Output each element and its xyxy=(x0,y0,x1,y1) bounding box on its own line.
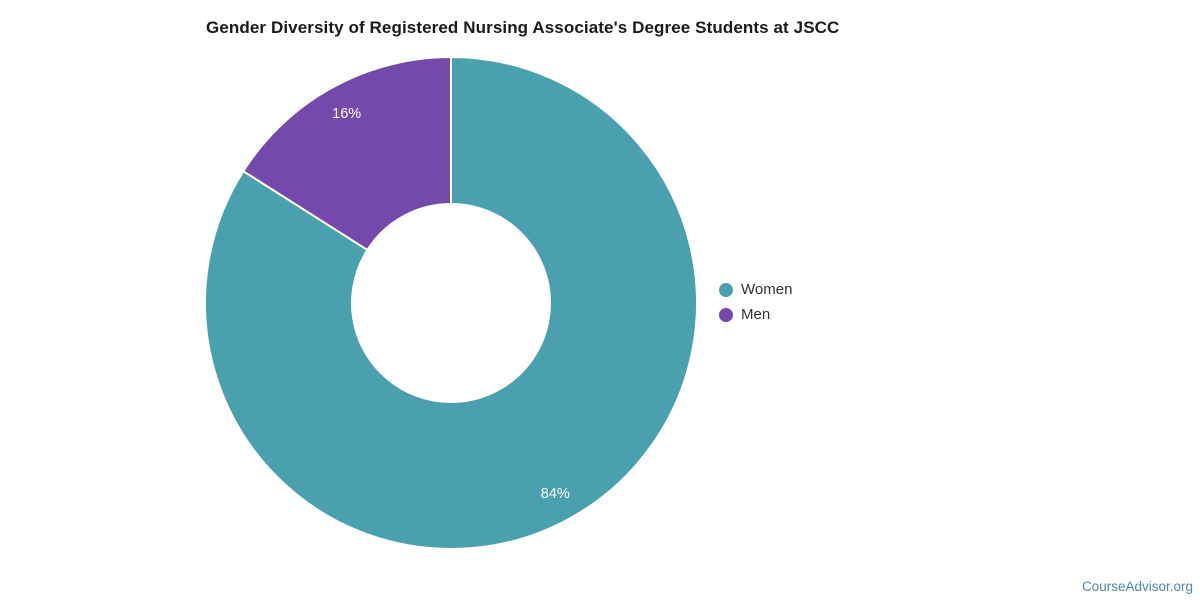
legend-swatch-women xyxy=(719,282,733,297)
pie-slice-men[interactable] xyxy=(242,56,452,251)
slice-label-women: 84% xyxy=(541,486,570,502)
legend-label-women: Women xyxy=(741,281,793,298)
legend-swatch-men xyxy=(719,307,733,322)
watermark-link[interactable]: CourseAdvisor.org xyxy=(1081,579,1193,594)
legend-label-men: Men xyxy=(741,306,771,323)
legend: Women Men xyxy=(719,279,792,325)
slice-label-men: 16% xyxy=(332,106,361,122)
pie-slice-women[interactable] xyxy=(204,56,698,550)
legend-item-women[interactable]: Women xyxy=(719,279,792,300)
legend-item-men[interactable]: Men xyxy=(719,304,792,325)
chart-title: Gender Diversity of Registered Nursing A… xyxy=(206,18,840,37)
